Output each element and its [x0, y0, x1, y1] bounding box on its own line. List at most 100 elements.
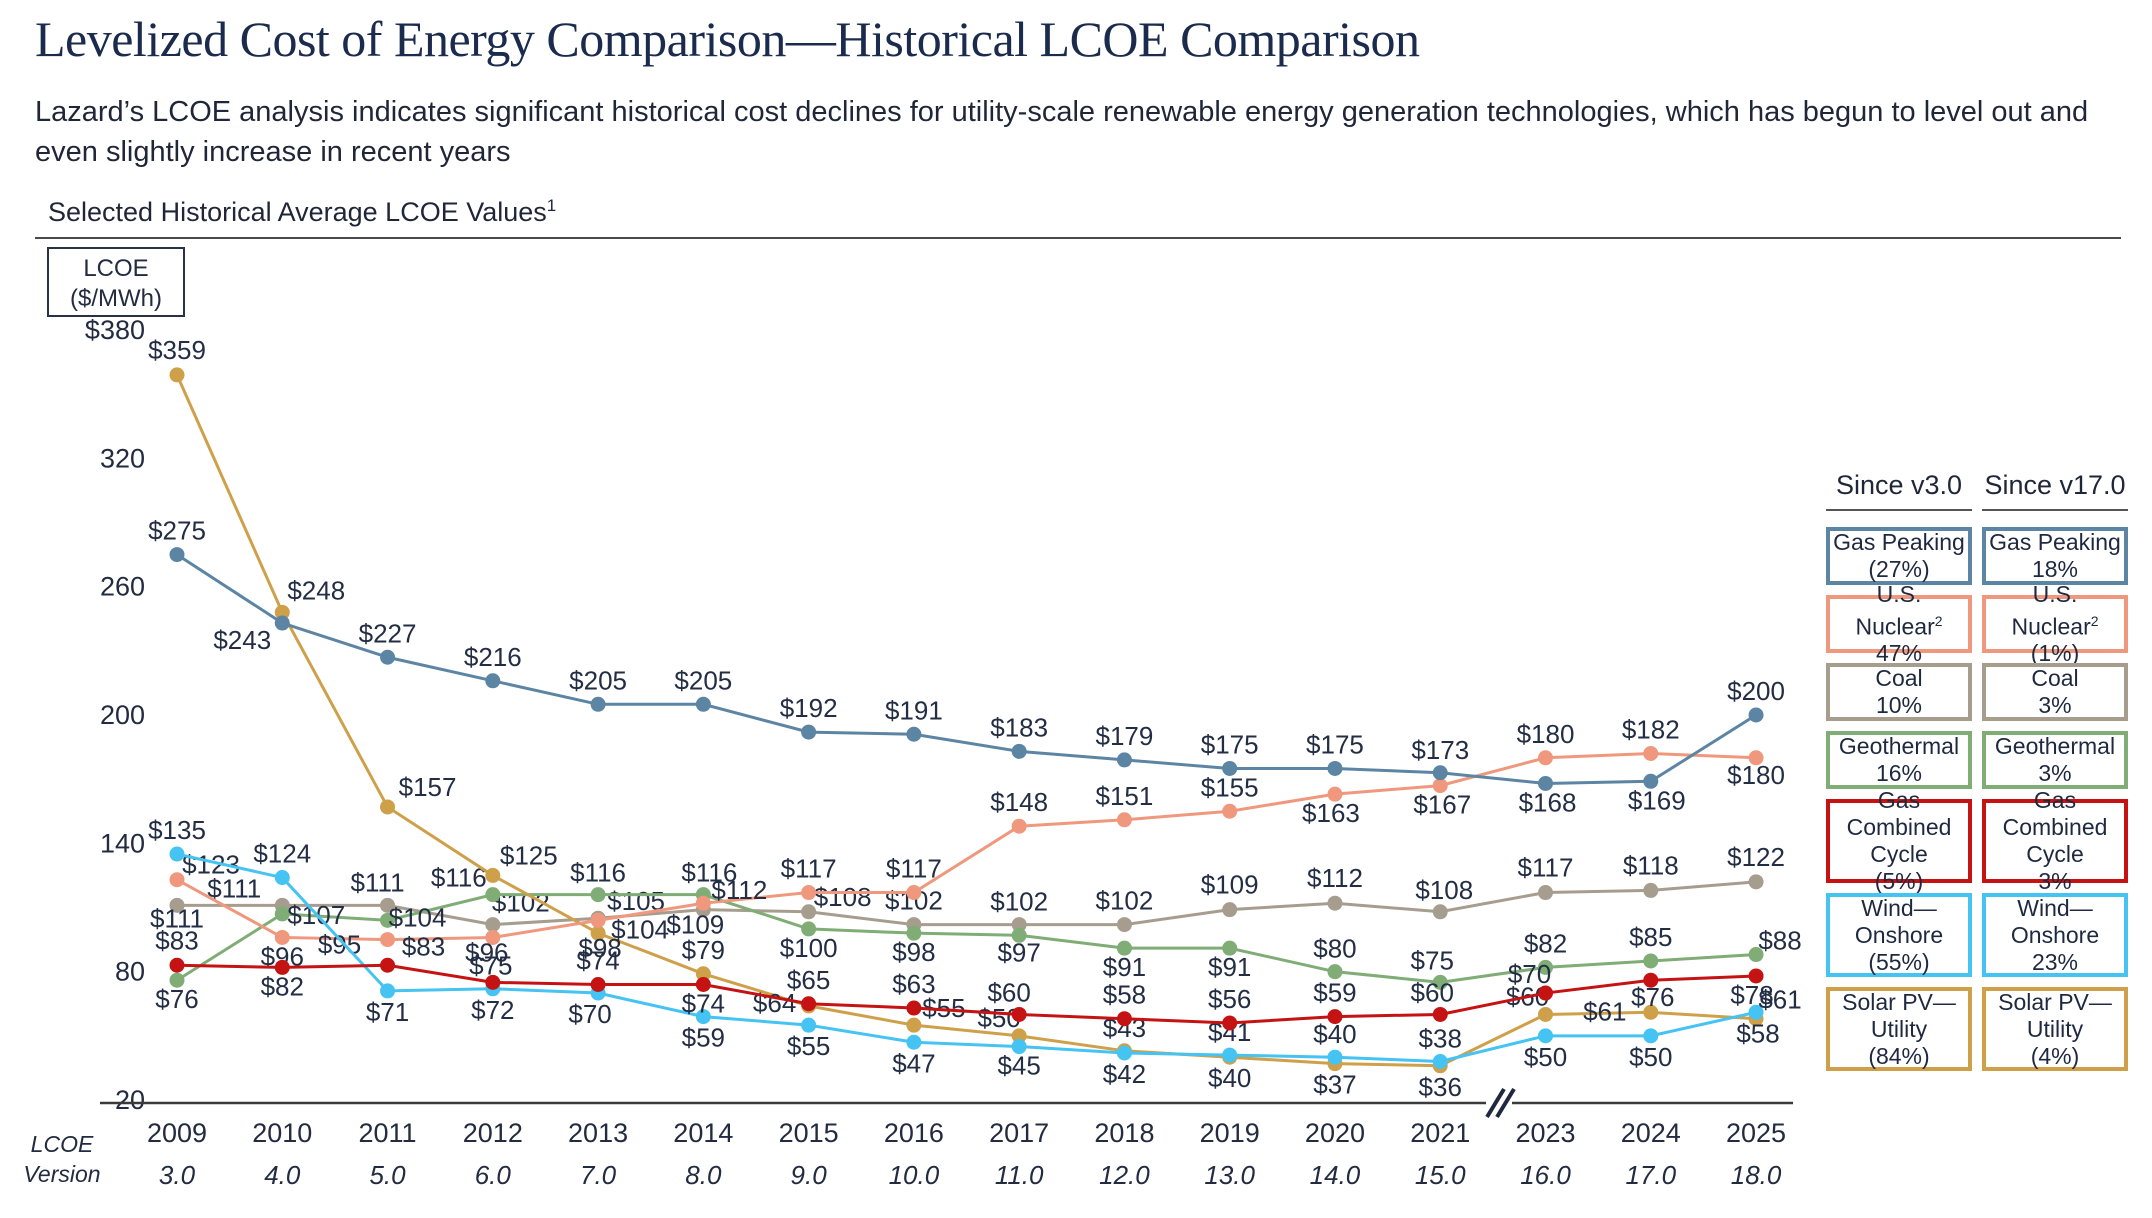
- data-point: [380, 912, 396, 928]
- data-point: [1011, 743, 1027, 759]
- data-point-label: $47: [892, 1048, 935, 1078]
- data-point: [1748, 947, 1764, 963]
- x-tick-year: 2016: [884, 1118, 944, 1148]
- footnote-marker: 2: [2090, 612, 2099, 629]
- legend-item-line: Gas Combined: [2002, 787, 2108, 840]
- x-tick-year: 2025: [1726, 1118, 1786, 1148]
- data-point: [590, 977, 606, 992]
- data-point-label: $111: [150, 903, 204, 933]
- data-point: [1011, 1039, 1027, 1055]
- x-tick-year: 2015: [779, 1118, 839, 1148]
- y-tick-label: 320: [100, 443, 145, 473]
- data-point: [1116, 917, 1132, 933]
- x-tick-version: 4.0: [264, 1160, 301, 1190]
- data-point: [1222, 1015, 1238, 1031]
- y-axis-unit-box: [47, 247, 185, 317]
- legend-item-line: Geothermal: [1994, 733, 2116, 759]
- data-point-label: $111: [351, 867, 405, 897]
- data-point-label: $182: [1622, 715, 1680, 745]
- legend-item-geothermal-v3: Geothermal 16%: [1826, 731, 1972, 789]
- legend-item-line: Coal: [2031, 665, 2079, 691]
- axis-break-icon: [1495, 1087, 1516, 1119]
- x-tick-year: 2010: [252, 1118, 312, 1148]
- axis-break-icon: [1485, 1087, 1506, 1119]
- data-point: [169, 547, 185, 563]
- data-point: [801, 921, 817, 937]
- legend-item-line: U.S. Nuclear2: [2011, 580, 2099, 640]
- data-point-label: $205: [674, 665, 732, 695]
- data-point: [274, 615, 290, 631]
- data-point: [1538, 775, 1554, 791]
- data-point-label: $104: [611, 914, 669, 944]
- x-tick-version: 11.0: [995, 1160, 1044, 1190]
- x-tick-year: 2021: [1410, 1118, 1470, 1148]
- legend-item-line: Wind—: [1861, 894, 1937, 921]
- y-tick-label: 260: [100, 572, 145, 602]
- data-point-label: $205: [569, 665, 627, 695]
- legend-item-line: 3%: [2038, 868, 2072, 894]
- data-point: [380, 897, 396, 913]
- data-point: [169, 897, 185, 913]
- legend-item-coal-v3: Coal 10%: [1826, 663, 1972, 721]
- data-point-label: $80: [1313, 934, 1356, 964]
- data-point: [1011, 1028, 1027, 1044]
- version-row-label-line1: LCOE: [31, 1131, 94, 1157]
- data-point-label: $173: [1411, 735, 1469, 765]
- data-point-label: $63: [892, 969, 935, 999]
- data-point: [1011, 927, 1027, 943]
- legend-item-line: Cycle: [1870, 841, 1928, 867]
- data-point-label: $61: [1583, 996, 1626, 1026]
- x-tick-year: 2024: [1621, 1118, 1681, 1148]
- data-point-label: $76: [155, 984, 198, 1014]
- series-line: [177, 880, 1757, 927]
- data-point: [1748, 968, 1764, 984]
- data-point-label: $60: [1411, 977, 1454, 1007]
- x-tick-version: 17.0: [1625, 1160, 1676, 1190]
- data-point-label: $45: [997, 1051, 1040, 1081]
- y-tick-label: 140: [100, 828, 145, 858]
- data-point: [380, 957, 396, 973]
- data-point: [1116, 1045, 1132, 1061]
- data-point: [274, 929, 290, 945]
- data-point-label: $71: [366, 997, 409, 1027]
- data-point-label: $151: [1096, 781, 1154, 811]
- data-point: [169, 367, 185, 383]
- data-point-label: $168: [1519, 787, 1577, 817]
- x-tick-version: 13.0: [1204, 1160, 1255, 1190]
- data-point-label: $75: [1411, 945, 1454, 975]
- legend-item-line: Solar PV—: [1842, 988, 1956, 1015]
- legend-item-nuclear-v17: U.S. Nuclear2 (1%): [1982, 581, 2128, 666]
- data-point: [590, 696, 606, 712]
- legend-item-line: (84%): [1868, 1042, 1930, 1069]
- data-point-label: $40: [1313, 1019, 1356, 1049]
- data-point-label: $36: [1419, 1072, 1462, 1102]
- data-point: [695, 1009, 711, 1025]
- data-point: [695, 696, 711, 712]
- legend-item-line: 18%: [2031, 556, 2079, 582]
- legend-item-line: 3%: [2038, 760, 2072, 786]
- x-tick-version: 8.0: [685, 1160, 722, 1190]
- legend-item-line: Gas Peaking: [1833, 529, 1965, 555]
- x-tick-version: 14.0: [1310, 1160, 1361, 1190]
- data-point: [1538, 985, 1554, 1001]
- legend-item-line: Onshore: [1854, 921, 1944, 948]
- x-tick-version: 12.0: [1099, 1160, 1150, 1190]
- data-point-label: $50: [1524, 1042, 1567, 1072]
- data-point: [906, 1017, 922, 1033]
- data-point: [1222, 940, 1238, 956]
- data-point-label: $117: [1518, 853, 1574, 883]
- data-point-label: $180: [1517, 719, 1575, 749]
- data-point: [1432, 778, 1448, 794]
- legend-item-gas-cc-v3: Gas Combined Cycle (5%): [1826, 787, 1972, 894]
- data-point-label: $59: [1313, 978, 1356, 1008]
- data-point: [1222, 1047, 1238, 1063]
- data-point: [1432, 904, 1448, 920]
- data-point: [485, 673, 501, 689]
- data-point: [380, 932, 396, 948]
- data-point: [1643, 1028, 1659, 1044]
- data-point: [801, 724, 817, 740]
- series-line: [176, 751, 1757, 942]
- data-point: [906, 726, 922, 742]
- legend-item-line: Wind—: [2017, 894, 2093, 921]
- data-point: [1643, 882, 1659, 898]
